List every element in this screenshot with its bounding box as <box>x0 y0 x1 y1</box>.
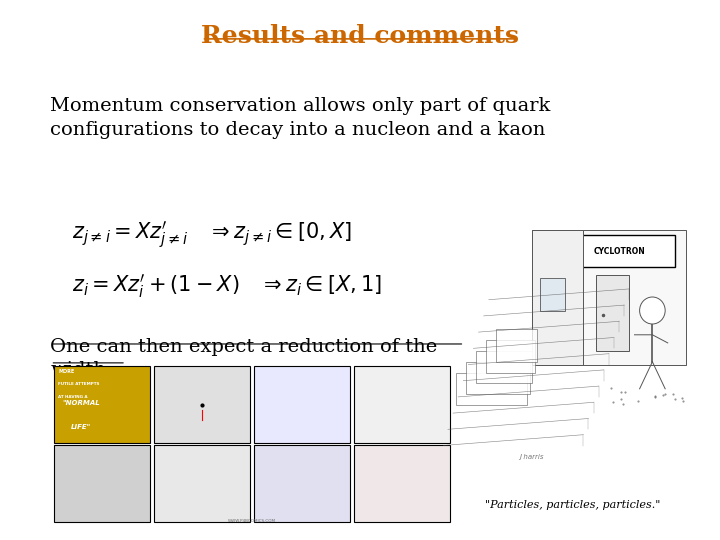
Text: $z_i = Xz^{\prime}_i + (1-X) \quad \Rightarrow z_i \in [X, 1]$: $z_i = Xz^{\prime}_i + (1-X) \quad \Righ… <box>72 272 382 300</box>
Bar <box>55 366 150 443</box>
Circle shape <box>639 297 665 324</box>
Bar <box>254 445 350 522</box>
Bar <box>532 230 583 364</box>
Text: LIFE": LIFE" <box>71 424 91 430</box>
Bar <box>55 445 150 522</box>
Text: Results and comments: Results and comments <box>201 24 519 48</box>
Bar <box>486 340 535 373</box>
Bar <box>466 362 530 394</box>
Bar <box>596 275 629 351</box>
Text: "NORMAL: "NORMAL <box>63 400 100 406</box>
Bar <box>456 373 527 405</box>
Bar <box>540 278 565 310</box>
Text: MORE: MORE <box>58 369 75 374</box>
Text: AT HAVING A: AT HAVING A <box>58 395 88 399</box>
Bar <box>154 445 250 522</box>
Text: One can then expect a reduction of the
width: One can then expect a reduction of the w… <box>50 338 438 379</box>
FancyBboxPatch shape <box>563 235 675 267</box>
Text: "Particles, particles, particles.": "Particles, particles, particles." <box>485 500 660 510</box>
Bar <box>354 366 449 443</box>
Text: CYCLOTRON: CYCLOTRON <box>593 247 645 255</box>
Text: J harris: J harris <box>520 454 544 460</box>
Bar <box>497 329 537 362</box>
Bar <box>354 445 449 522</box>
Text: WWW.P4BCOMICS.COM: WWW.P4BCOMICS.COM <box>228 519 276 523</box>
Text: Momentum conservation allows only part of quark
configurations to decay into a n: Momentum conservation allows only part o… <box>50 97 551 139</box>
Bar <box>476 351 532 383</box>
Text: $z_{j \neq i} = Xz^{\prime}_{j \neq i} \quad \Rightarrow z_{j \neq i} \in [0, X]: $z_{j \neq i} = Xz^{\prime}_{j \neq i} \… <box>72 219 352 251</box>
Bar <box>254 366 350 443</box>
Bar <box>532 230 685 364</box>
Bar <box>154 366 250 443</box>
Text: FUTILE ATTEMPTS: FUTILE ATTEMPTS <box>58 382 100 386</box>
